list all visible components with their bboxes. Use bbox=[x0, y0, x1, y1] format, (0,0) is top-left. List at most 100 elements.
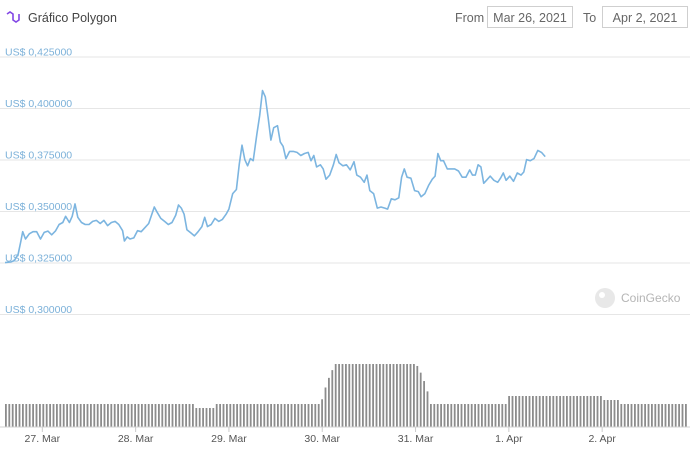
volume-bar bbox=[161, 404, 164, 427]
volume-bar bbox=[290, 404, 293, 427]
volume-bar bbox=[606, 400, 609, 427]
volume-bar bbox=[137, 404, 140, 427]
volume-bar bbox=[372, 364, 374, 427]
volume-bar bbox=[647, 404, 650, 427]
volume-bar bbox=[32, 404, 34, 427]
volume-bar bbox=[484, 404, 487, 427]
volume-bar bbox=[613, 400, 616, 427]
volume-bar bbox=[426, 391, 429, 427]
volume-bar bbox=[385, 364, 388, 427]
volume-bar bbox=[100, 404, 102, 427]
volume-bar bbox=[192, 404, 194, 427]
from-date-input[interactable]: Mar 26, 2021 bbox=[487, 6, 573, 28]
volume-bar bbox=[549, 396, 551, 427]
volume-bar bbox=[521, 396, 524, 427]
volume-bar bbox=[341, 364, 344, 427]
volume-bar bbox=[402, 364, 405, 427]
y-tick-label: US$ 0,300000 bbox=[5, 304, 72, 316]
volume-bar bbox=[447, 404, 449, 427]
volume-bar bbox=[324, 387, 327, 427]
volume-bar bbox=[120, 404, 123, 427]
volume-bar bbox=[440, 404, 442, 427]
volume-bar bbox=[542, 396, 544, 427]
volume-bar bbox=[586, 396, 589, 427]
y-tick-label: US$ 0,375000 bbox=[5, 150, 72, 162]
volume-bar bbox=[379, 364, 381, 427]
volume-bar bbox=[90, 404, 92, 427]
x-tick-label: 1. Apr bbox=[495, 433, 523, 445]
volume-bar bbox=[69, 404, 72, 427]
volume-bar bbox=[600, 396, 602, 427]
volume-bar bbox=[317, 404, 320, 427]
volume-bar bbox=[623, 404, 626, 427]
volume-bar bbox=[525, 396, 527, 427]
volume-bar bbox=[457, 404, 459, 427]
volume-bar bbox=[266, 404, 269, 427]
watermark-text: CoinGecko bbox=[621, 291, 681, 305]
volume-bar bbox=[45, 404, 48, 427]
volume-bar bbox=[545, 396, 548, 427]
volume-bar bbox=[413, 364, 415, 427]
volume-bar bbox=[671, 404, 674, 427]
volume-bar bbox=[487, 404, 490, 427]
volume-bar bbox=[158, 404, 160, 427]
x-tick-label: 2. Apr bbox=[588, 433, 616, 445]
volume-bar bbox=[355, 364, 357, 427]
y-axis-labels: US$ 0,300000 US$ 0,325000 US$ 0,350000 US$ … bbox=[5, 47, 72, 317]
volume-bar bbox=[202, 408, 204, 427]
volume-bar bbox=[389, 364, 391, 427]
volume-bar bbox=[681, 404, 684, 427]
volume-bar bbox=[127, 404, 130, 427]
x-axis-labels: 27. Mar 28. Mar 29. Mar 30. Mar 31. Mar 1. Ap… bbox=[25, 427, 616, 445]
volume-bar bbox=[443, 404, 446, 427]
volume-bar bbox=[195, 408, 198, 427]
volume-bar bbox=[338, 364, 340, 427]
volume-bar bbox=[283, 404, 286, 427]
volume-bar bbox=[674, 404, 677, 427]
volume-bar bbox=[331, 370, 334, 427]
volume-bars bbox=[5, 364, 687, 427]
volume-bar bbox=[168, 404, 170, 427]
volume-bar bbox=[685, 404, 687, 427]
volume-bar bbox=[511, 396, 514, 427]
volume-bar bbox=[164, 404, 167, 427]
volume-bar bbox=[22, 404, 24, 427]
volume-bar bbox=[351, 364, 354, 427]
volume-bar bbox=[358, 364, 361, 427]
volume-bar bbox=[103, 404, 106, 427]
volume-bar bbox=[399, 364, 402, 427]
volume-bar bbox=[464, 404, 466, 427]
volume-bar bbox=[222, 404, 225, 427]
volume-bar bbox=[59, 404, 62, 427]
volume-bar bbox=[368, 364, 371, 427]
volume-bar bbox=[107, 404, 109, 427]
volume-bar bbox=[481, 404, 483, 427]
volume-bar bbox=[311, 404, 313, 427]
volume-bar bbox=[494, 404, 497, 427]
volume-bar bbox=[460, 404, 463, 427]
from-label: From bbox=[455, 11, 485, 25]
x-tick-label: 28. Mar bbox=[118, 433, 154, 445]
volume-bar bbox=[215, 404, 218, 427]
volume-bar bbox=[117, 404, 119, 427]
volume-bar bbox=[42, 404, 45, 427]
volume-bar bbox=[232, 404, 235, 427]
volume-bar bbox=[181, 404, 184, 427]
volume-bar bbox=[498, 404, 500, 427]
volume-bar bbox=[566, 396, 568, 427]
to-date-input[interactable]: Apr 2, 2021 bbox=[602, 6, 688, 28]
volume-bar bbox=[528, 396, 531, 427]
volume-bar bbox=[130, 404, 133, 427]
volume-bar bbox=[39, 404, 41, 427]
volume-bar bbox=[348, 364, 351, 427]
volume-bar bbox=[467, 404, 470, 427]
volume-bar bbox=[178, 404, 181, 427]
volume-bar bbox=[321, 399, 323, 427]
volume-bar bbox=[620, 404, 623, 427]
volume-bar bbox=[280, 404, 283, 427]
volume-bar bbox=[239, 404, 242, 427]
volume-bar bbox=[610, 400, 612, 427]
chart-title: Gráfico Polygon bbox=[28, 11, 117, 25]
volume-bar bbox=[491, 404, 493, 427]
